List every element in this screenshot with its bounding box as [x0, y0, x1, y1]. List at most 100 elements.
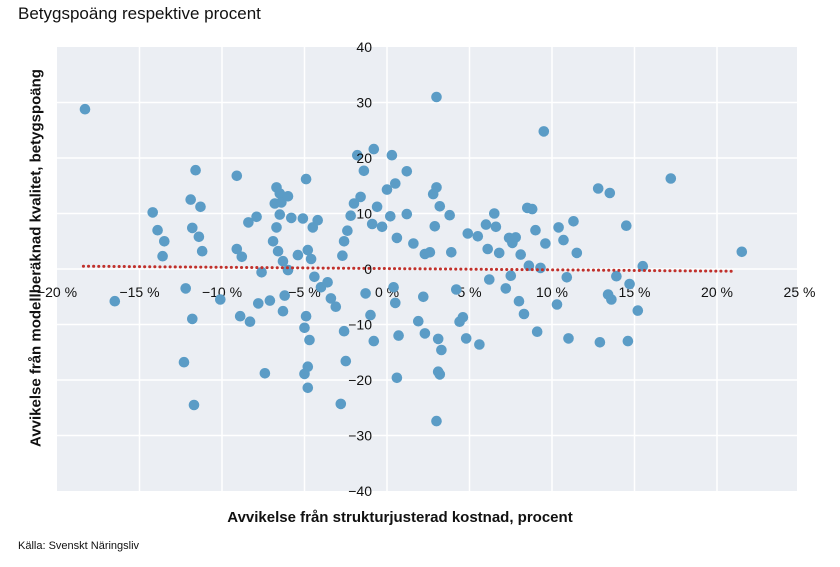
data-point [376, 221, 388, 233]
data-point [304, 334, 315, 346]
data-point [195, 201, 206, 213]
data-point [462, 228, 474, 239]
data-point [243, 217, 254, 228]
y-tick-label: −40 [348, 483, 372, 499]
data-point [365, 309, 376, 321]
y-tick-labels: 40 30 20 10 0 −10 −20 −30 −40 [348, 39, 372, 499]
data-point [472, 231, 484, 242]
data-point [385, 211, 396, 222]
data-point [256, 267, 267, 278]
data-point [434, 369, 446, 380]
x-tick-label: 25 % [784, 284, 816, 300]
data-point [274, 188, 286, 199]
data-point [401, 166, 413, 177]
data-point [345, 210, 357, 221]
x-tick-labels: −20 % −15 % −10 % −5 % 0 % 5 % 10 % 15 % 20 % 25 … [37, 284, 816, 300]
data-point [231, 243, 243, 255]
data-point [159, 236, 170, 247]
data-point [252, 298, 264, 309]
data-point [157, 250, 168, 262]
y-tick-label: 30 [356, 95, 372, 111]
y-tick-label: 10 [356, 206, 372, 222]
data-point [187, 313, 198, 325]
x-tick-label: 5 % [457, 284, 481, 300]
data-point [180, 283, 191, 294]
data-point [480, 219, 492, 230]
data-point [300, 310, 312, 322]
data-point [272, 245, 284, 257]
data-point [234, 310, 246, 322]
data-point [538, 126, 550, 137]
data-point [431, 182, 442, 193]
source-note: Källa: Svenskt Näringsliv [18, 540, 140, 552]
data-point [305, 253, 317, 265]
data-point [621, 220, 632, 231]
data-point [188, 399, 200, 411]
data-point [624, 278, 635, 290]
data-point [274, 209, 286, 220]
trend-line-path [81, 264, 735, 273]
data-point [413, 315, 424, 327]
data-point [451, 284, 462, 295]
data-point [352, 149, 363, 161]
data-point [381, 184, 393, 195]
data-point [526, 203, 538, 215]
data-point [348, 198, 360, 209]
data-point [338, 236, 350, 247]
data-point [109, 295, 121, 307]
y-tick-label: −20 [348, 372, 372, 388]
data-points [79, 91, 748, 427]
x-tick-label: −10 % [202, 284, 242, 300]
data-point [196, 245, 208, 257]
data-point [282, 264, 294, 276]
data-point [330, 301, 342, 313]
data-point [482, 243, 494, 255]
data-point [637, 260, 649, 272]
data-point [484, 274, 495, 285]
data-point [337, 250, 348, 261]
data-point [460, 333, 472, 344]
data-point [251, 211, 262, 223]
data-point [366, 218, 378, 230]
data-point [611, 270, 622, 282]
data-point [419, 248, 431, 260]
data-point [360, 288, 371, 299]
data-point [302, 382, 314, 394]
data-point [490, 221, 502, 233]
data-point [286, 212, 297, 224]
data-point [355, 191, 366, 203]
data-point [309, 271, 320, 283]
data-point [493, 247, 505, 259]
data-point [312, 214, 324, 226]
data-point [391, 232, 403, 244]
data-point [390, 178, 401, 189]
data-point [571, 247, 583, 259]
data-point [147, 207, 158, 218]
data-point [535, 262, 546, 274]
data-point [431, 91, 442, 103]
data-point [665, 173, 677, 184]
x-tick-label: 15 % [619, 284, 651, 300]
data-point [386, 149, 398, 161]
data-point [563, 333, 574, 344]
data-point [338, 325, 350, 337]
data-point [444, 209, 456, 221]
data-point [391, 372, 403, 384]
data-point [632, 305, 644, 316]
y-tick-label: −30 [348, 428, 372, 444]
data-point [277, 305, 289, 317]
data-point [297, 213, 309, 224]
data-point [215, 294, 226, 305]
data-point [393, 330, 404, 341]
data-point [446, 247, 457, 258]
data-point [568, 216, 579, 227]
data-point [259, 368, 271, 379]
data-point [606, 294, 617, 305]
y-tick-label: 20 [356, 150, 372, 166]
data-point [299, 368, 310, 380]
data-point [436, 344, 447, 356]
x-tick-label: 20 % [701, 284, 733, 300]
data-point [342, 225, 353, 236]
data-point [622, 335, 634, 347]
